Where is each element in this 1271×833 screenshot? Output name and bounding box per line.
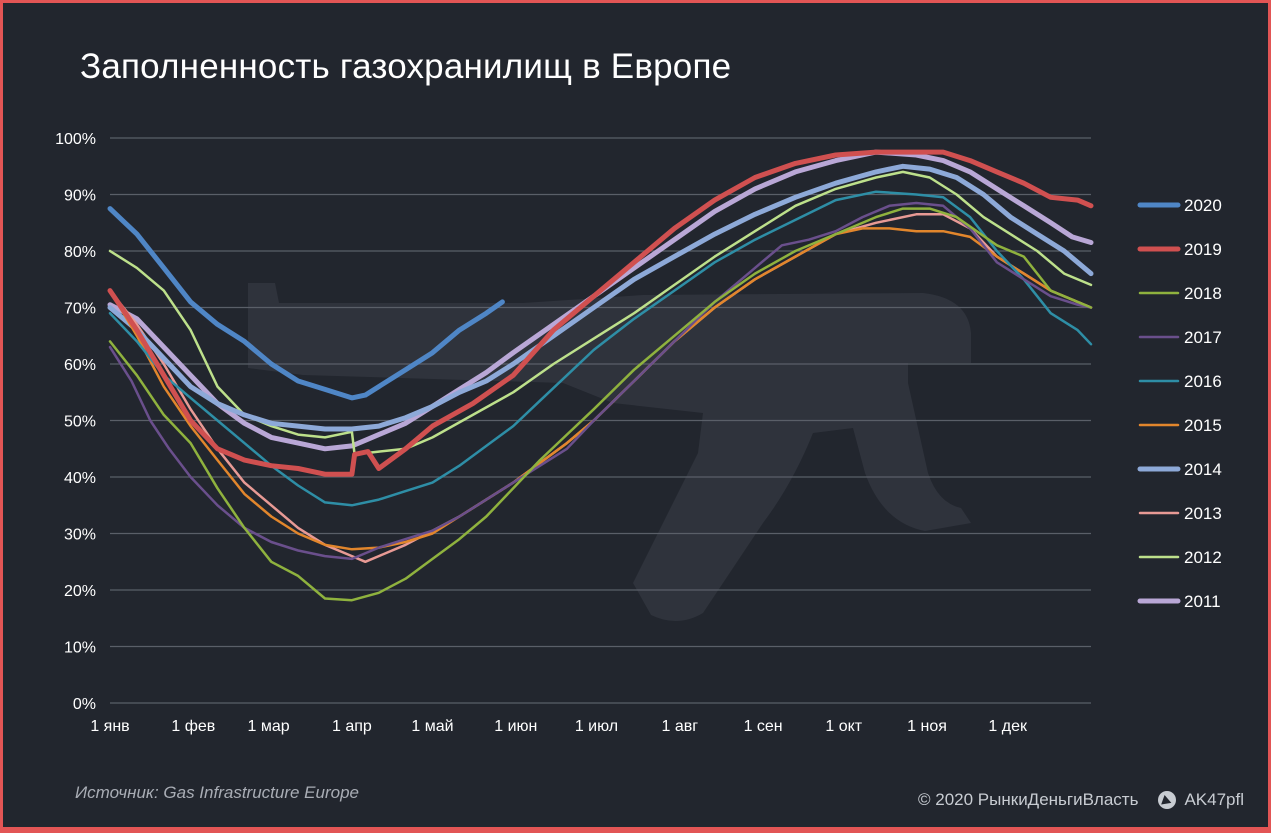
chart-panel: Заполненность газохранилищ в Европе 0% 10… xyxy=(3,3,1268,827)
series-lines xyxy=(107,149,1094,602)
x-tick-label: 1 мар xyxy=(248,718,290,735)
y-axis-ticks: 0% 10% 20% 30% 40% 50% 60% 70% 80% 90% 100% xyxy=(55,131,96,713)
legend-label-2013: 2013 xyxy=(1184,504,1222,523)
series-line-2018 xyxy=(108,207,1093,602)
y-tick-label: 90% xyxy=(64,188,96,205)
series-line-2019 xyxy=(107,149,1094,477)
y-tick-label: 20% xyxy=(64,583,96,600)
source-note: Источник: Gas Infrastructure Europe xyxy=(75,783,359,802)
x-axis-ticks: 1 янв 1 фев 1 мар 1 апр 1 май 1 июн 1 июл 1 авг… xyxy=(90,718,1028,735)
legend-label-2017: 2017 xyxy=(1184,328,1222,347)
x-tick-label: 1 фев xyxy=(171,718,215,735)
legend-label-2011: 2011 xyxy=(1184,592,1221,611)
series-line-2011 xyxy=(107,149,1094,452)
y-tick-label: 40% xyxy=(64,470,96,487)
legend-label-2018: 2018 xyxy=(1184,284,1222,303)
legend-label-2014: 2014 xyxy=(1184,460,1222,479)
footer-credits: © 2020 РынкиДеньгиВласть AK47pfl xyxy=(918,790,1244,810)
y-tick-label: 80% xyxy=(64,244,96,261)
legend-label-2020: 2020 xyxy=(1184,196,1222,215)
legend-label-2015: 2015 xyxy=(1184,416,1222,435)
x-tick-label: 1 авг xyxy=(661,718,698,735)
y-tick-label: 100% xyxy=(55,131,96,148)
copyright-text: © 2020 РынкиДеньгиВласть xyxy=(918,790,1139,809)
x-tick-label: 1 июн xyxy=(494,718,537,735)
x-tick-label: 1 сен xyxy=(744,718,783,735)
legend-label-2012: 2012 xyxy=(1184,548,1222,567)
y-tick-label: 70% xyxy=(64,301,96,318)
series-line-2016 xyxy=(108,190,1093,507)
watermark-shape xyxy=(248,283,971,622)
series-line-2015 xyxy=(108,227,1093,551)
rifle-watermark-icon xyxy=(248,283,971,622)
series-line-2014 xyxy=(107,163,1094,432)
line-chart: 0%10%20%30%40%50%60%70%80%90%100% 1 янв 1… xyxy=(55,131,1222,735)
x-tick-label: 1 май xyxy=(411,718,453,735)
legend-label-2016: 2016 xyxy=(1184,372,1222,391)
y-tick-label: 50% xyxy=(64,414,96,431)
x-tick-label: 1 ноя xyxy=(907,718,947,735)
series-line-2020 xyxy=(107,206,505,401)
x-tick-label: 1 июл xyxy=(575,718,618,735)
legend: 2020 2019 2018 2017 2016 2015 2014 2013 2012 2011 xyxy=(1137,196,1222,611)
legend-label-2019: 2019 xyxy=(1184,240,1222,259)
y-tick-label: 0% xyxy=(73,696,96,713)
y-tick-label: 10% xyxy=(64,640,96,657)
y-tick-label: 60% xyxy=(64,357,96,374)
x-tick-label: 1 окт xyxy=(825,718,862,735)
y-tick-label: 30% xyxy=(64,527,96,544)
telegram-icon xyxy=(1158,791,1177,809)
x-tick-label: 1 апр xyxy=(332,718,372,735)
chart-title: Заполненность газохранилищ в Европе xyxy=(80,47,732,86)
channel-handle: AK47pfl xyxy=(1184,790,1244,809)
x-tick-label: 1 янв xyxy=(90,718,129,735)
x-tick-label: 1 дек xyxy=(988,718,1028,735)
